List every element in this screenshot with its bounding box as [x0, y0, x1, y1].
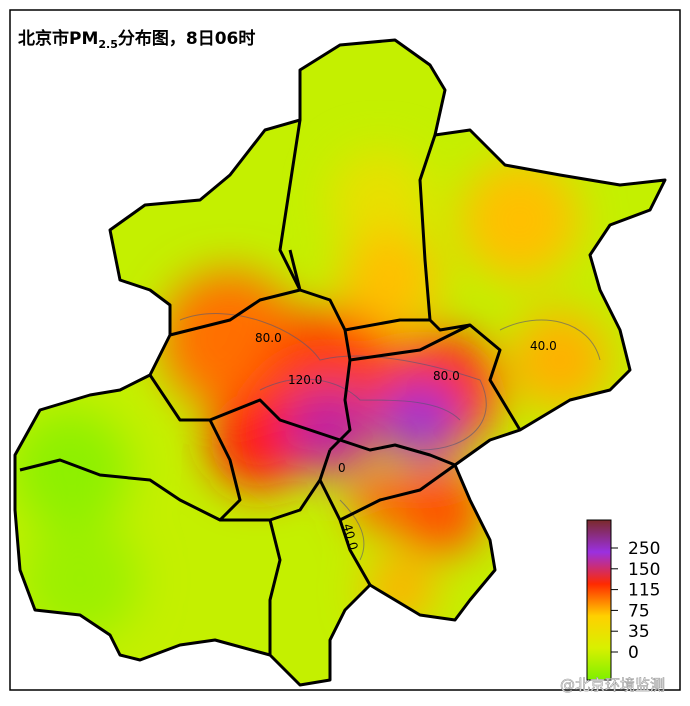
colorbar-tick-label: 250	[628, 539, 660, 559]
colorbar-tick-label: 35	[628, 622, 650, 642]
contour-label: 120.0	[288, 373, 322, 387]
title-text: 北京市PM	[18, 28, 98, 49]
contour-label: 0	[338, 461, 346, 475]
colorbar-tick-label: 75	[628, 601, 650, 621]
contour-label: 40.0	[530, 339, 557, 353]
title-subscript: 2.5	[98, 38, 118, 51]
colorbar-gradient	[586, 519, 612, 681]
watermark: @北京环境监测	[560, 676, 665, 694]
title-text: 分布图，8日06时	[118, 28, 256, 49]
map-title: 北京市PM2.5分布图，8日06时	[18, 28, 255, 51]
colorbar-tick-label: 150	[628, 560, 660, 580]
contour-label: 80.0	[433, 369, 460, 383]
colorbar-tick-label: 0	[628, 643, 639, 663]
contour-labels: 80.0 120.0 80.0 40.0 40.0 0	[255, 331, 557, 552]
district-borders	[13, 38, 667, 687]
contour-label: 40.0	[340, 522, 360, 551]
colorbar-tick-label: 115	[628, 581, 660, 601]
contour-label: 80.0	[255, 331, 282, 345]
